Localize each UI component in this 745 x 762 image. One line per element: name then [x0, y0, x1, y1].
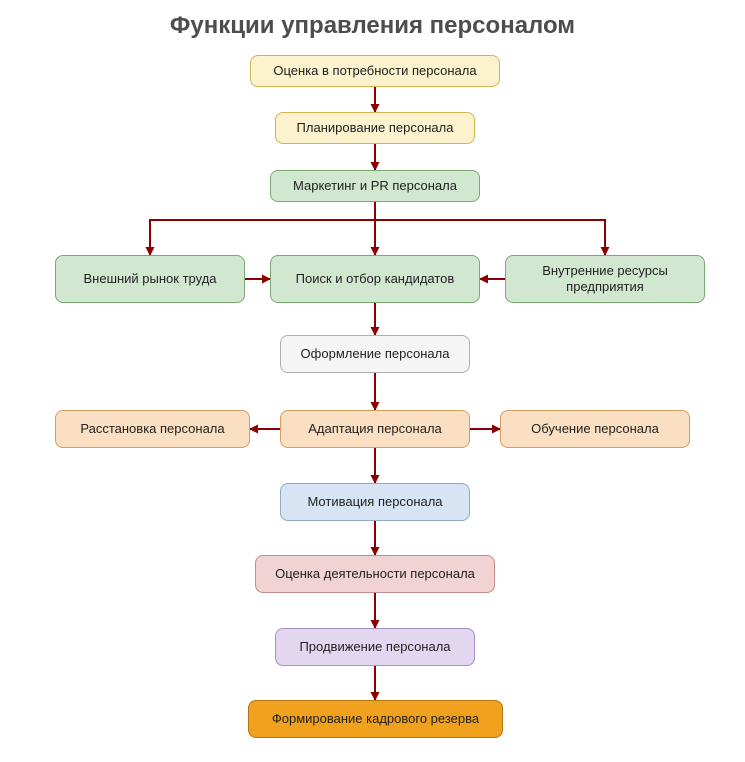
flowchart-node: Обучение персонала [500, 410, 690, 448]
flowchart-node: Оценка деятельности персонала [255, 555, 495, 593]
flowchart-canvas: Функции управления персоналом Оценка в по… [0, 0, 745, 762]
flowchart-node: Поиск и отбор кандидатов [270, 255, 480, 303]
flowchart-node: Адаптация персонала [280, 410, 470, 448]
flowchart-node: Маркетинг и PR персонала [270, 170, 480, 202]
diagram-title: Функции управления персоналом [0, 12, 745, 40]
flowchart-node: Оформление персонала [280, 335, 470, 373]
flowchart-node: Мотивация персонала [280, 483, 470, 521]
flowchart-node: Планирование персонала [275, 112, 475, 144]
flowchart-node: Внешний рынок труда [55, 255, 245, 303]
flowchart-node: Продвижение персонала [275, 628, 475, 666]
flowchart-node: Оценка в потребности персонала [250, 55, 500, 87]
flowchart-node: Внутренние ресурсы предприятия [505, 255, 705, 303]
flowchart-arrow [150, 220, 375, 255]
flowchart-node: Формирование кадрового резерва [248, 700, 503, 738]
flowchart-arrow [375, 220, 605, 255]
flowchart-node: Расстановка персонала [55, 410, 250, 448]
